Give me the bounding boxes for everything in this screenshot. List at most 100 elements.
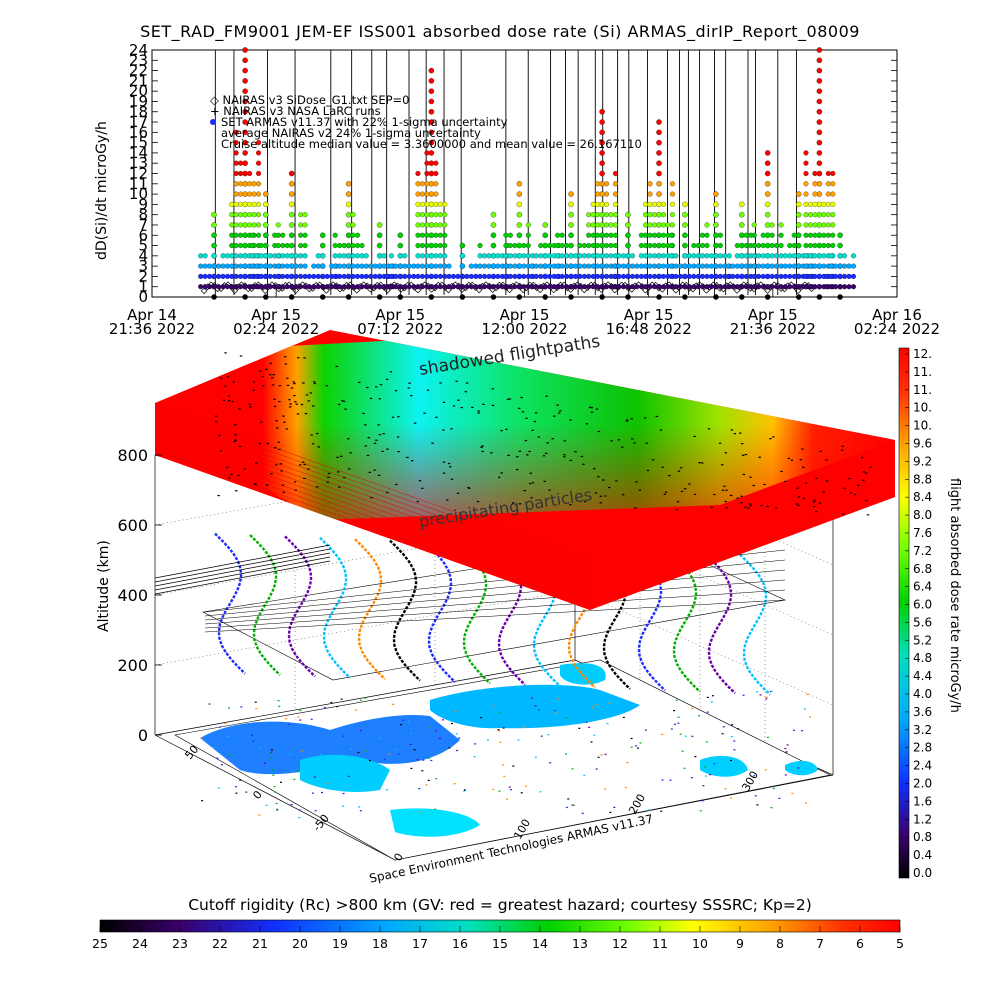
slab-track-dot [442,429,445,431]
dose-point [376,242,383,249]
slab-track-dot [290,387,294,389]
dose-point [238,170,244,177]
y-tick-label: 2 [138,267,148,285]
dose-point [242,47,248,53]
map-track-dot [288,723,291,726]
slab-track-dot [633,442,636,444]
slab-track-dot [725,507,728,509]
orbit-track [739,553,771,696]
slab-track-dot [516,456,519,458]
map-track-dot [297,770,300,773]
map-track-dot [234,786,237,788]
map-track-dot [786,744,789,746]
dose-point [372,273,378,279]
map-track-dot [359,729,362,732]
rigidity-colorbar-tick-label: 19 [332,936,348,951]
slab-track-dot [747,507,750,509]
y-tick-label: 19 [129,92,148,110]
slab-track-dot [520,396,523,399]
slab-track-dot [693,435,696,438]
slab-track-dot [740,502,743,504]
slab-track-dot [311,443,315,445]
slab-track-dot [316,486,319,488]
orbit-gridline [204,589,786,629]
rigidity-colorbar-tick-label: 25 [92,936,108,951]
map-track-dot [383,758,386,761]
dose-point [238,253,244,259]
map-track-dot [325,782,328,785]
map-track-dot [369,759,372,762]
altitude-tick-label: 800 [117,446,148,465]
map-track-dot [660,810,663,812]
slab-track-dot [292,381,296,383]
dose-point [315,263,321,269]
slab-track-dot [274,447,277,449]
slab-track-dot [335,365,339,368]
dose-point [363,253,369,259]
slab-track-dot [593,468,596,470]
slab-track-dot [271,384,275,386]
dose-point [332,232,338,238]
map-track-dot [525,785,528,787]
map-track-dot [704,775,707,777]
map-track-dot [385,789,388,791]
map-track-dot [581,812,584,814]
map-track-dot [311,792,314,794]
slab-track-dot [774,507,778,509]
dose-point [258,263,264,269]
slab-track-dot [481,450,484,453]
slab-track-dot [280,470,283,472]
slab-track-dot [865,499,868,502]
slab-track-dot [815,510,818,513]
y-tick-label: 14 [129,144,148,162]
slab-track-dot [615,480,618,482]
slab-track-dot [610,440,613,442]
map-track-dot [301,750,304,752]
slab-track-dot [533,420,537,423]
dose-point [315,273,321,279]
map-track-dot [434,808,437,810]
x-tick-date: Apr 15 [375,306,425,324]
slab-track-dot [853,493,857,496]
slab-track-dot [490,452,493,454]
dose-colorbar-tick-label: 2.8 [913,741,932,755]
map-track-dot [265,804,268,806]
map-track-dot [677,722,680,724]
map-track-dot [297,716,300,718]
map-track-dot [358,806,361,808]
slab-track-dot [341,400,344,402]
map-track-dot [722,726,725,728]
slab-track-dot [523,489,526,492]
slab-track-dot [477,410,481,412]
slab-track-dot [725,489,728,491]
map-track-dot [354,709,357,711]
slab-track-dot [303,477,306,480]
slab-track-dot [599,502,602,504]
slab-track-dot [582,463,585,465]
slab-track-dot [286,377,289,379]
slab-track-dot [238,408,241,410]
slab-track-dot [460,406,463,409]
slab-track-dot [293,383,296,385]
slab-track-dot [866,514,870,516]
map-track-dot [340,698,343,700]
slab-track-dot [780,470,783,473]
slab-track-dot [498,476,501,478]
slab-track-dot [307,468,310,470]
slab-track-dot [729,494,733,497]
map-track-dot [379,737,382,739]
dose-point [341,263,347,269]
slab-track-dot [313,382,317,385]
slab-track-dot [741,454,745,456]
map-track-dot [435,730,438,732]
map-track-dot [450,722,453,725]
map-track-dot [730,797,733,799]
dose-point [275,222,281,228]
map-track-dot [565,806,568,809]
map-track-dot [245,791,248,793]
slab-track-dot [273,405,277,408]
slab-track-dot [585,423,588,425]
slab-track-dot [528,450,531,453]
slab-track-dot [471,406,474,408]
map-track-dot [604,753,607,755]
